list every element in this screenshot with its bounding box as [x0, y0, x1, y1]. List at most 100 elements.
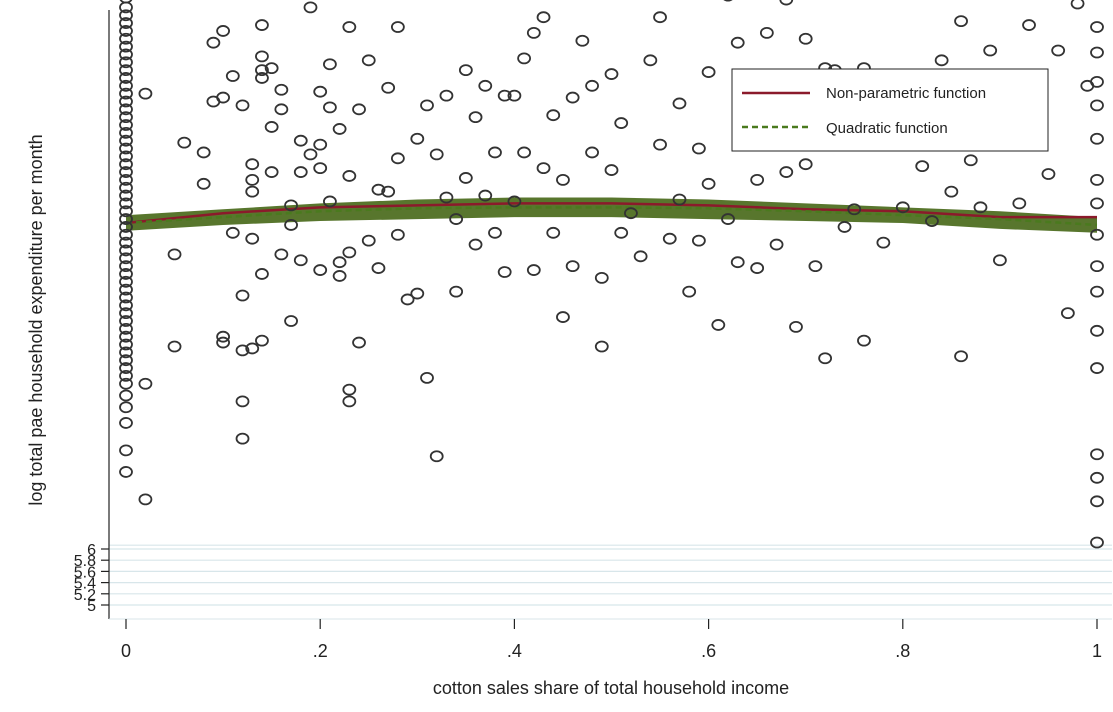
data-point	[342, 21, 357, 33]
data-point	[119, 25, 133, 37]
data-point	[429, 450, 444, 463]
data-point	[517, 52, 532, 65]
data-point	[672, 97, 687, 110]
data-point	[585, 79, 599, 92]
data-point	[1090, 448, 1104, 461]
data-point	[119, 150, 133, 163]
data-point	[235, 289, 250, 302]
data-point	[449, 285, 464, 298]
data-point	[216, 25, 231, 37]
data-point	[390, 152, 405, 165]
data-point	[420, 99, 434, 112]
data-point	[1090, 285, 1104, 298]
data-point	[196, 146, 211, 159]
data-point	[119, 158, 133, 171]
data-point	[1090, 536, 1104, 549]
data-point	[371, 183, 386, 196]
x-axis-title: cotton sales share of total household in…	[433, 678, 789, 698]
data-point	[323, 101, 337, 114]
data-point	[449, 213, 464, 225]
legend: Non-parametric function Quadratic functi…	[731, 68, 1049, 152]
data-point	[1022, 19, 1036, 31]
data-point	[245, 173, 260, 186]
data-point	[119, 466, 133, 478]
data-point	[119, 9, 133, 22]
data-point	[303, 148, 318, 161]
data-point	[526, 264, 541, 276]
data-point	[556, 173, 570, 186]
data-point	[478, 79, 493, 92]
data-point	[721, 213, 735, 225]
data-point	[954, 350, 968, 363]
grid-lines	[109, 544, 1112, 606]
data-point	[934, 54, 949, 67]
data-point	[119, 268, 133, 280]
data-point	[274, 248, 289, 261]
data-point	[255, 19, 269, 31]
data-point	[225, 70, 240, 82]
data-point	[983, 44, 998, 57]
data-point	[624, 207, 638, 220]
data-point	[769, 238, 784, 251]
data-point	[119, 213, 133, 225]
data-point	[119, 401, 133, 414]
data-point	[701, 177, 716, 190]
data-point	[119, 32, 133, 45]
data-point	[119, 173, 133, 186]
data-point	[963, 154, 978, 167]
data-point	[643, 54, 658, 67]
data-point	[119, 275, 133, 288]
data-point	[119, 252, 133, 265]
data-point	[332, 123, 347, 135]
data-point	[293, 166, 308, 178]
data-point	[536, 11, 551, 24]
data-point	[857, 334, 871, 347]
y-axis-title: log total pae household expenditure per …	[26, 134, 46, 505]
data-point	[488, 146, 502, 159]
data-point	[653, 11, 667, 24]
data-point	[410, 287, 425, 300]
axes	[108, 10, 1112, 620]
data-point	[604, 164, 619, 176]
data-point	[119, 126, 133, 139]
data-point	[293, 254, 308, 267]
data-point	[119, 322, 133, 335]
data-point	[381, 81, 396, 94]
data-point	[264, 166, 279, 178]
data-point	[119, 307, 133, 320]
data-point	[1070, 0, 1085, 10]
data-point	[235, 344, 250, 357]
data-point	[691, 234, 706, 247]
y-tick-label: 5.4	[74, 576, 96, 593]
data-point	[526, 26, 541, 39]
data-point	[255, 334, 269, 347]
data-point	[546, 109, 561, 122]
data-point	[216, 330, 231, 343]
data-point	[119, 315, 133, 327]
data-point	[847, 203, 862, 216]
data-point	[711, 319, 726, 331]
data-point	[1090, 260, 1104, 273]
data-point	[1090, 99, 1104, 112]
data-point	[119, 362, 133, 374]
data-point	[925, 215, 939, 227]
data-point	[167, 340, 182, 353]
data-point	[255, 268, 269, 280]
data-point	[439, 89, 454, 102]
data-point	[1090, 362, 1104, 374]
data-point	[390, 228, 405, 241]
data-point	[361, 234, 376, 247]
data-point	[565, 91, 580, 104]
data-point	[255, 50, 269, 63]
data-point	[167, 248, 182, 261]
data-point	[536, 162, 551, 175]
x-tick-label: .8	[895, 641, 910, 661]
data-point	[235, 395, 250, 408]
data-point	[575, 34, 590, 47]
data-point	[633, 250, 648, 263]
data-point	[1041, 168, 1056, 180]
x-tick-label: 0	[121, 641, 131, 661]
data-point	[342, 170, 357, 182]
data-point	[196, 177, 211, 190]
data-point	[323, 58, 337, 71]
